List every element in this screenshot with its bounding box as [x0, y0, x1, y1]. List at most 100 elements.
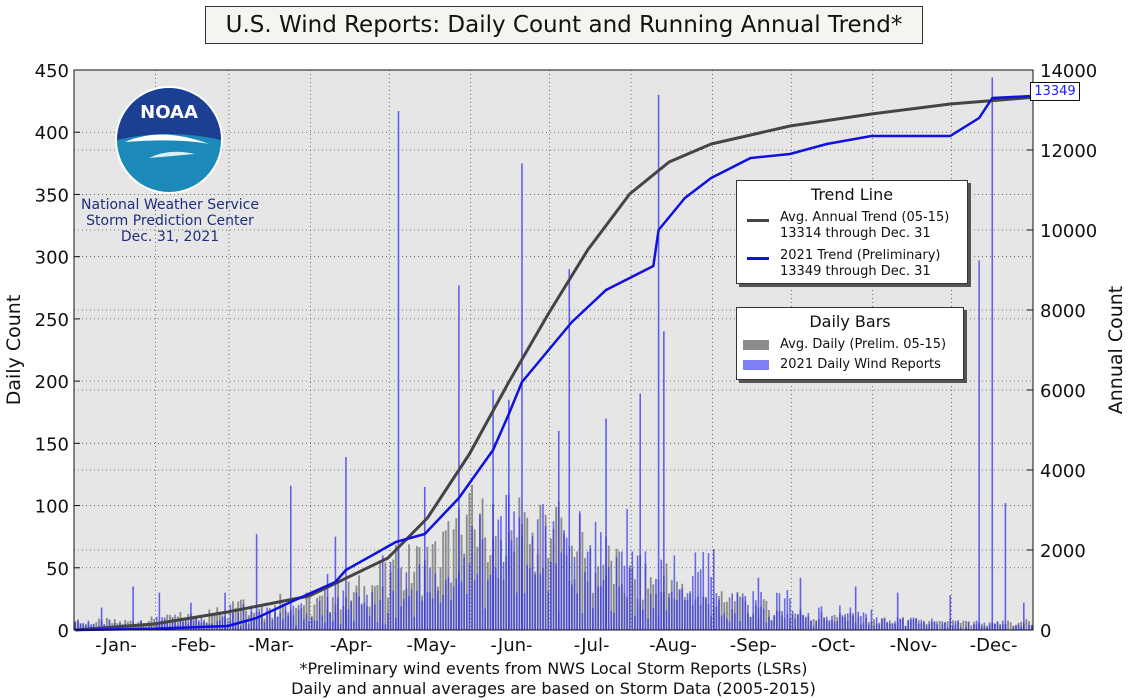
- daily-2021-bar: [768, 616, 770, 630]
- daily-2021-bar: [497, 519, 500, 630]
- daily-2021-bar: [578, 511, 581, 630]
- daily-2021-bar: [179, 618, 182, 630]
- daily-2021-bar: [983, 622, 986, 630]
- daily-2021-bar: [310, 617, 313, 630]
- daily-2021-bar: [342, 590, 345, 630]
- daily-2021-bar: [952, 625, 954, 630]
- avg-daily-bar: [394, 544, 397, 630]
- daily-2021-bar: [571, 584, 573, 630]
- avg-daily-bar: [523, 512, 526, 630]
- avg-daily-bar: [962, 620, 965, 630]
- daily-2021-bar: [600, 532, 602, 630]
- daily-2021-bar: [1012, 625, 1015, 630]
- daily-2021-spike: [255, 534, 258, 630]
- trend-lines: [75, 94, 1032, 632]
- avg-daily-bar: [581, 532, 584, 630]
- daily-2021-bar: [846, 613, 849, 630]
- daily-2021-bar: [781, 611, 783, 630]
- daily-2021-bar: [760, 591, 762, 630]
- daily-2021-bar: [542, 504, 544, 630]
- avg-daily-bar: [951, 620, 954, 630]
- noaa-logo-upper: [117, 88, 221, 140]
- daily-2021-bar: [87, 620, 90, 630]
- month-label: -Oct-: [811, 635, 856, 656]
- daily-2021-bar: [460, 581, 463, 630]
- avg-bar-label: Avg. Daily (Prelim. 05-15): [780, 337, 947, 352]
- daily-2021-bar: [923, 621, 925, 630]
- daily-2021-bar: [127, 625, 129, 630]
- daily-2021-bar: [242, 604, 245, 630]
- daily-2021-bar: [755, 600, 757, 630]
- avg-daily-bar: [216, 607, 219, 630]
- daily-2021-bar: [810, 620, 812, 630]
- avg-daily-bar: [279, 593, 282, 630]
- daily-2021-bar: [670, 591, 673, 630]
- tick-label-left: 0: [58, 621, 69, 642]
- daily-2021-bar: [332, 620, 334, 630]
- daily-2021-spike: [289, 485, 292, 630]
- noaa-caption-line1: National Weather Service: [81, 197, 259, 213]
- daily-2021-bar: [261, 604, 263, 630]
- month-label: -Apr-: [330, 635, 373, 656]
- daily-2021-spike: [663, 331, 665, 630]
- daily-2021-spike: [1023, 602, 1025, 630]
- avg-daily-bar: [634, 579, 636, 630]
- daily-2021-bar: [266, 607, 268, 630]
- daily-2021-spike: [712, 549, 715, 630]
- daily-2021-bar: [245, 619, 247, 630]
- daily-2021-bar: [129, 625, 132, 630]
- daily-2021-bar: [463, 557, 465, 630]
- daily-2021-bar: [965, 627, 967, 630]
- daily-2021-spike: [345, 457, 347, 630]
- daily-2021-bar: [691, 576, 694, 630]
- daily-2021-bar: [655, 578, 657, 630]
- avg-daily-bar: [455, 518, 458, 630]
- tick-label-right: 10000: [1040, 221, 1097, 242]
- daily-2021-bar: [355, 592, 358, 630]
- daily-2021-bar: [607, 566, 610, 630]
- daily-2021-bar: [902, 618, 904, 630]
- daily-2021-bar: [416, 590, 418, 630]
- avg-daily-bar: [316, 597, 318, 630]
- avg-daily-bar: [313, 604, 316, 630]
- daily-2021-bar: [844, 614, 846, 630]
- daily-2021-bar: [479, 515, 481, 630]
- noaa-logo-bird: [125, 134, 209, 144]
- daily-2021-bar: [452, 586, 455, 630]
- daily-2021-bar: [253, 617, 255, 630]
- daily-2021-bar: [303, 619, 305, 630]
- daily-2021-bar: [466, 594, 468, 630]
- tick-label-right: 2000: [1040, 541, 1086, 562]
- daily-2021-bar: [195, 616, 197, 630]
- y-axis-title-right: Annual Count: [1105, 286, 1127, 415]
- avg-daily-bar: [431, 544, 434, 630]
- daily-2021-bar: [473, 580, 476, 630]
- tick-label-left: 100: [35, 497, 69, 518]
- daily-2021-bar: [865, 614, 867, 630]
- y-axis-title-left: Daily Count: [3, 295, 25, 406]
- daily-2021-bar: [615, 557, 618, 630]
- avg-daily-bar: [321, 595, 324, 630]
- daily-2021-bar: [358, 596, 360, 630]
- daily-2021-bar: [673, 555, 676, 630]
- daily-2021-bar: [455, 578, 458, 630]
- daily-2021-bar: [857, 611, 860, 630]
- daily-2021-bar: [954, 621, 957, 630]
- daily-2021-bar: [804, 616, 807, 630]
- daily-2021-bar: [988, 624, 991, 630]
- footnote-line1: *Preliminary wind events from NWS Local …: [299, 659, 808, 678]
- daily-2021-bar: [363, 602, 366, 630]
- daily-2021-bar: [994, 623, 996, 630]
- daily-2021-bar: [718, 599, 720, 630]
- daily-2021-bar: [765, 622, 768, 630]
- daily-2021-bars: [74, 77, 1033, 631]
- daily-2021-bar: [642, 609, 644, 630]
- daily-2021-bar: [584, 571, 586, 630]
- daily-2021-bar: [368, 615, 371, 630]
- daily-2021-bar: [560, 552, 563, 630]
- daily-2021-bar: [791, 610, 794, 630]
- avg-trend-swatch: [747, 219, 769, 222]
- avg-daily-bar: [352, 592, 355, 630]
- daily-2021-bar: [287, 612, 289, 630]
- daily-2021-bar: [316, 620, 318, 630]
